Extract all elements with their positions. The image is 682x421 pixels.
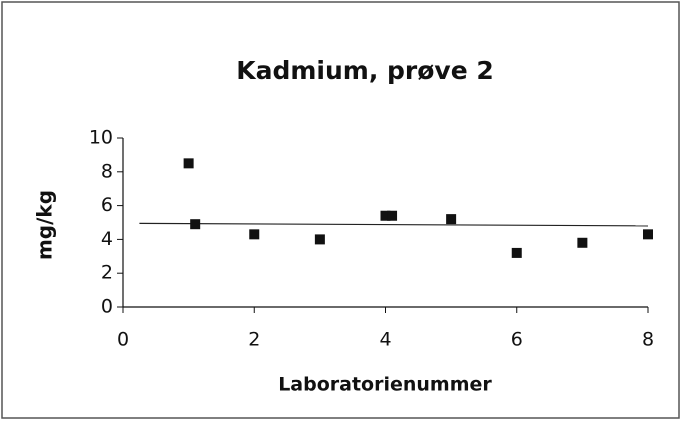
x-tick-label: 6 bbox=[511, 329, 523, 351]
y-tick-label: 0 bbox=[101, 296, 113, 318]
point bbox=[249, 229, 260, 240]
point bbox=[190, 219, 201, 230]
point bbox=[446, 214, 457, 225]
point bbox=[643, 229, 653, 240]
y-tick-label: 2 bbox=[101, 262, 113, 284]
x-tick-label: 0 bbox=[117, 329, 129, 351]
y-tick-label: 8 bbox=[101, 160, 113, 182]
y-tick-label: 6 bbox=[101, 194, 113, 216]
point bbox=[380, 210, 391, 221]
point bbox=[577, 237, 588, 248]
point bbox=[183, 158, 194, 169]
point bbox=[314, 234, 325, 245]
chart-title: Kadmium, prøve 2 bbox=[236, 56, 494, 85]
x-axis-label: Laboratorienummer bbox=[278, 374, 492, 396]
x-tick-label: 8 bbox=[642, 329, 654, 351]
y-tick-label: 4 bbox=[101, 228, 113, 250]
point bbox=[387, 210, 398, 221]
point bbox=[511, 247, 522, 258]
y-tick-label: 10 bbox=[89, 127, 113, 149]
x-tick-label: 4 bbox=[379, 329, 391, 351]
x-tick-label: 2 bbox=[248, 329, 260, 351]
y-axis-label: mg/kg bbox=[33, 190, 57, 260]
reference-line bbox=[139, 222, 649, 227]
